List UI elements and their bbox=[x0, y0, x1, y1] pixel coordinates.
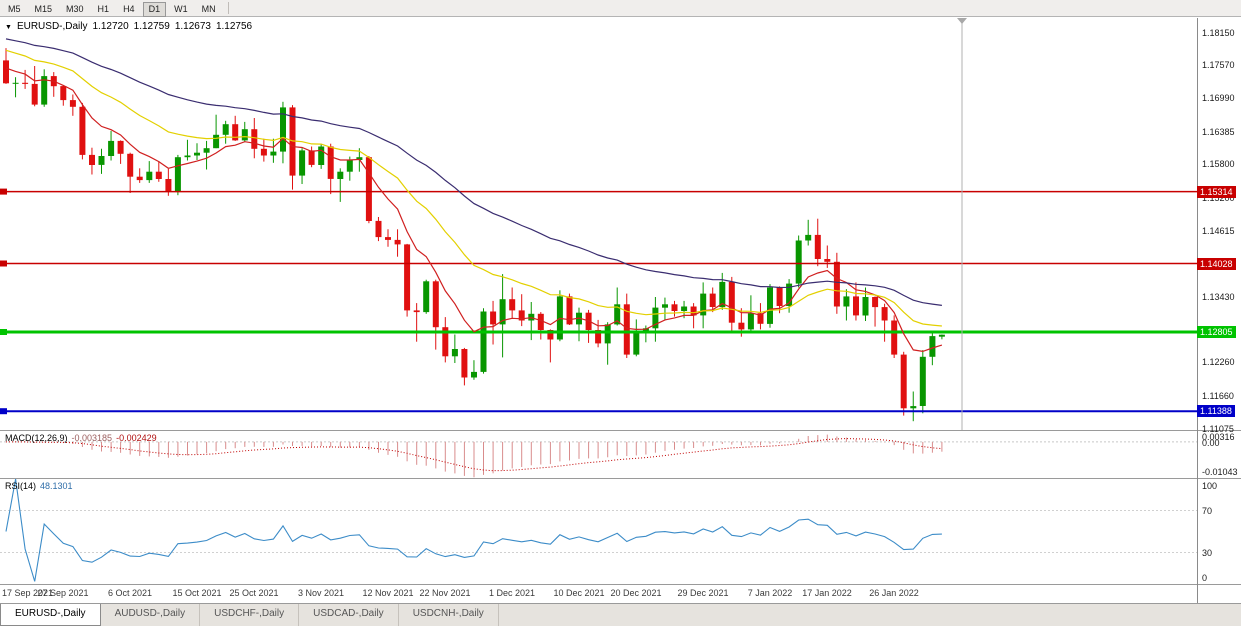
price-axis-label: 1.16385 bbox=[1202, 127, 1235, 137]
timeframe-button-h1[interactable]: H1 bbox=[97, 4, 110, 14]
rsi-name: RSI(14) bbox=[5, 481, 37, 491]
date-axis-label: 25 Oct 2021 bbox=[229, 588, 279, 598]
date-axis: 17 Sep 2021 27 Sep 2021 6 Oct 2021 15 Oct 2… bbox=[0, 585, 1197, 603]
timeframe-buttons: M5 M15 M30 H1 H4 D1 W1 MN bbox=[1, 0, 223, 17]
date-axis-label: 6 Oct 2021 bbox=[107, 588, 153, 598]
price-level-left-marker bbox=[0, 188, 7, 195]
price-level-badge: 1.15314 bbox=[1197, 186, 1236, 198]
price-axis-label: 1.17570 bbox=[1202, 60, 1235, 70]
price-axis-label: 1.11660 bbox=[1202, 391, 1234, 401]
price-level-badge: 1.11388 bbox=[1197, 405, 1235, 417]
price-axis-separator bbox=[1197, 18, 1198, 603]
timeframe-button-m15[interactable]: M15 bbox=[34, 4, 53, 14]
timeframe-button-h4[interactable]: H4 bbox=[123, 4, 135, 14]
timeframe-toolbar: M5 M15 M30 H1 H4 D1 W1 MN bbox=[0, 0, 1241, 17]
timeframe-button-mn[interactable]: MN bbox=[201, 4, 216, 14]
price-level-left-marker bbox=[0, 408, 7, 415]
rsi-value: 48.1301 bbox=[40, 481, 73, 491]
moving-average-21-line bbox=[5, 49, 942, 327]
macd-signal-line bbox=[6, 438, 942, 472]
price-level-left-marker bbox=[0, 260, 7, 267]
rsi-axis-label: 30 bbox=[1202, 548, 1213, 558]
horizontal-levels bbox=[0, 188, 1197, 415]
timeframe-button-w1[interactable]: W1 bbox=[174, 4, 188, 14]
chart-tabs-bar: EURUSD-,Daily AUDUSD-,Daily USDCHF-,Daily U… bbox=[0, 603, 1241, 626]
rsi-axis-label: 70 bbox=[1202, 506, 1213, 516]
price-axis-label: 1.16990 bbox=[1202, 93, 1235, 103]
price-level-badge: 1.14028 bbox=[1197, 258, 1236, 270]
date-axis-label: 3 Nov 2021 bbox=[297, 588, 345, 598]
timeframe-button-d1[interactable]: D1 bbox=[142, 2, 167, 17]
price-level-left-marker bbox=[0, 329, 7, 335]
price-axis-label: 1.14615 bbox=[1202, 226, 1235, 236]
macd-axis-label: -0.01043 bbox=[1202, 467, 1238, 477]
macd-indicator-canvas[interactable] bbox=[0, 431, 1197, 478]
price-axis-label: 1.11075 bbox=[1202, 424, 1234, 434]
panel-splitter[interactable] bbox=[0, 430, 1241, 431]
macd-value: -0.003185 bbox=[71, 433, 113, 443]
moving-average-8-line bbox=[5, 67, 943, 353]
ohlc-close: 1.12756 bbox=[215, 21, 253, 32]
date-axis-label: 17 Sep 2021 bbox=[2, 588, 54, 598]
date-axis-label: 7 Jan 2022 bbox=[747, 588, 793, 598]
rsi-indicator-canvas[interactable] bbox=[0, 479, 1197, 584]
date-axis-label: 27 Sep 2021 bbox=[37, 588, 89, 598]
timeframe-button-m30[interactable]: M30 bbox=[66, 4, 84, 14]
rsi-axis-label: 100 bbox=[1202, 481, 1218, 491]
price-axis-label: 1.13430 bbox=[1202, 292, 1235, 302]
macd-axis-label: 0.00 bbox=[1202, 438, 1220, 448]
timeframe-button-m5[interactable]: M5 bbox=[8, 4, 21, 14]
date-axis-label: 12 Nov 2021 bbox=[362, 588, 414, 598]
chart-axis-divider bbox=[0, 584, 1241, 585]
date-axis-label: 29 Dec 2021 bbox=[677, 588, 729, 598]
rsi-indicator-label: RSI(14) 48.1301 bbox=[5, 481, 73, 491]
ohlc-high: 1.12759 bbox=[133, 21, 170, 32]
price-level-badge: 1.12805 bbox=[1197, 326, 1236, 338]
main-chart-canvas[interactable] bbox=[0, 18, 1197, 430]
date-axis-label: 17 Jan 2022 bbox=[802, 588, 852, 598]
date-axis-label: 20 Dec 2021 bbox=[610, 588, 662, 598]
moving-average-45-line bbox=[5, 38, 942, 306]
chart-tab-eurusd[interactable]: EURUSD-,Daily bbox=[0, 604, 101, 626]
rsi-axis-label: 0 bbox=[1202, 573, 1208, 583]
chart-shift-icon: ▼ bbox=[5, 24, 12, 31]
ohlc-open: 1.12720 bbox=[92, 21, 129, 32]
chart-tab-usdcnh[interactable]: USDCNH-,Daily bbox=[399, 604, 499, 626]
chart-tab-usdcad[interactable]: USDCAD-,Daily bbox=[299, 604, 399, 626]
candlestick-series bbox=[3, 48, 945, 422]
chart-tab-audusd[interactable]: AUDUSD-,Daily bbox=[101, 604, 201, 626]
macd-signal-value: -0.002429 bbox=[116, 433, 157, 443]
chart-shift-marker bbox=[957, 18, 967, 24]
price-axis-column: 1.18150 1.17570 1.16990 1.16385 1.15800 1.152… bbox=[1197, 0, 1241, 626]
macd-indicator-label: MACD(12,26,9) -0.003185 -0.002429 bbox=[5, 433, 157, 443]
price-axis-label: 1.18150 bbox=[1202, 28, 1235, 38]
price-axis-label: 1.15800 bbox=[1202, 159, 1235, 169]
chart-tab-usdchf[interactable]: USDCHF-,Daily bbox=[200, 604, 300, 626]
rsi-line bbox=[5, 479, 942, 582]
macd-axis-label: 0.00316 bbox=[1202, 432, 1235, 442]
macd-name: MACD(12,26,9) bbox=[5, 433, 68, 443]
panel-splitter[interactable] bbox=[0, 478, 1241, 479]
toolbar-divider bbox=[227, 2, 229, 14]
date-axis-label: 15 Oct 2021 bbox=[172, 588, 222, 598]
date-axis-label: 1 Dec 2021 bbox=[488, 588, 536, 598]
chart-symbol-label: EURUSD-,Daily bbox=[16, 21, 88, 32]
date-axis-label: 10 Dec 2021 bbox=[553, 588, 605, 598]
price-axis-label: 1.12260 bbox=[1202, 357, 1235, 367]
date-axis-label: 26 Jan 2022 bbox=[869, 588, 919, 598]
chart-ohlc-header: ▼ EURUSD-,Daily 1.12720 1.12759 1.12673 1.127… bbox=[5, 21, 257, 32]
price-axis-label: 1.15200 bbox=[1202, 193, 1235, 203]
date-axis-label: 22 Nov 2021 bbox=[419, 588, 471, 598]
ohlc-low: 1.12673 bbox=[174, 21, 211, 32]
